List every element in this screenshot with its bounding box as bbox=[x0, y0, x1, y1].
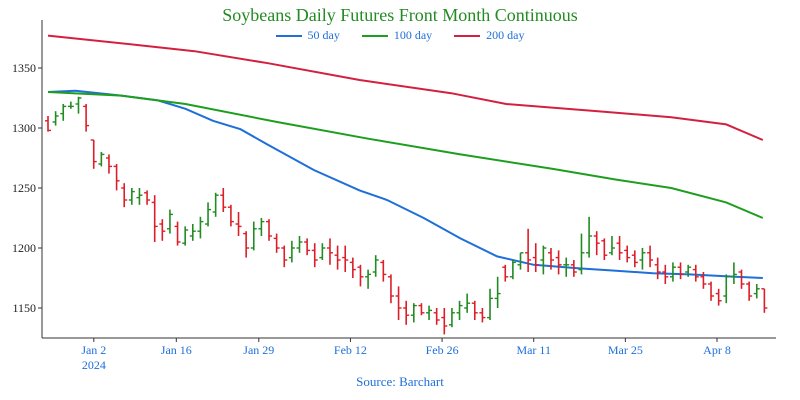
x-tick-label-5: Mar 11 bbox=[516, 343, 551, 357]
legend-item-100-day: 100 day bbox=[361, 28, 433, 43]
legend-label-100-day: 100 day bbox=[393, 28, 433, 42]
x-tick-label-1: Jan 16 bbox=[161, 343, 192, 357]
legend-item-200-day: 200 day bbox=[454, 28, 524, 43]
legend-label-200-day: 200 day bbox=[486, 28, 525, 42]
x-tick-sublabel-0: 2024 bbox=[82, 358, 106, 372]
y-tick-label-1250: 1250 bbox=[12, 181, 36, 195]
legend-label-50-day: 50 day bbox=[307, 28, 340, 42]
y-tick-label-1150: 1150 bbox=[12, 301, 36, 315]
series-line-100-day bbox=[47, 91, 764, 219]
x-tick-label-4: Feb 26 bbox=[426, 343, 459, 357]
y-tick-label-1300: 1300 bbox=[12, 121, 36, 135]
legend-item-50-day: 50 day bbox=[275, 28, 340, 43]
legend-swatch-200-day bbox=[454, 34, 481, 37]
x-tick-label-0: Jan 2 bbox=[81, 343, 106, 357]
y-tick-label-1350: 1350 bbox=[12, 61, 36, 75]
x-tick-label-6: Mar 25 bbox=[608, 343, 643, 357]
source-caption: Source: Barchart bbox=[356, 374, 444, 389]
legend-swatch-100-day bbox=[361, 34, 388, 37]
series-line-50-day bbox=[47, 89, 763, 279]
x-tick-label-7: Apr 8 bbox=[703, 343, 731, 357]
legend: 50 day 100 day 200 day bbox=[0, 28, 800, 43]
legend-swatch-50-day bbox=[275, 34, 302, 37]
chart-title: Soybeans Daily Futures Front Month Conti… bbox=[222, 5, 578, 25]
series-line-200-day bbox=[47, 34, 764, 141]
x-tick-label-2: Jan 29 bbox=[243, 343, 274, 357]
x-tick-label-3: Feb 12 bbox=[334, 343, 367, 357]
y-tick-label-1200: 1200 bbox=[12, 241, 36, 255]
